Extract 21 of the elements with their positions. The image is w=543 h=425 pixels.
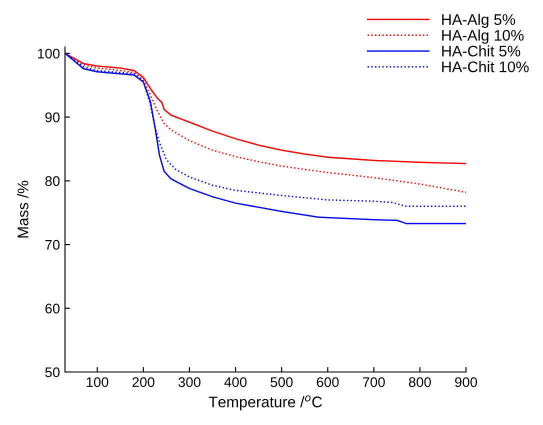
x-tick-label: 700 (362, 377, 385, 388)
y-tick-label: 70 (45, 240, 60, 250)
x-tick-label: 800 (408, 377, 431, 388)
x-tick-label: 600 (316, 377, 339, 388)
legend-label: HA-Alg 10% (442, 30, 524, 44)
x-tick-label: 300 (178, 377, 200, 388)
y-tick-label: 90 (45, 112, 60, 122)
legend-label: HA-Chit 5% (442, 45, 520, 57)
y-tick-label: 80 (45, 176, 60, 186)
x-axis-title: Temperature /$^{o}$C (208, 395, 322, 410)
y-tick-label: 50 (45, 367, 60, 378)
y-tick-label: 60 (45, 304, 60, 314)
x-tick-label: 100 (86, 377, 108, 388)
x-tick-label: 400 (224, 377, 247, 388)
y-axis-title: Mass /% (17, 180, 28, 238)
x-tick-label: 200 (132, 377, 154, 388)
y-tick-label: 100 (38, 48, 60, 59)
legend-label: HA-Alg 5% (442, 14, 516, 28)
x-tick-label: 900 (455, 377, 478, 388)
legend-label: HA-Chit 10% (442, 61, 529, 72)
x-tick-label: 500 (270, 377, 293, 388)
